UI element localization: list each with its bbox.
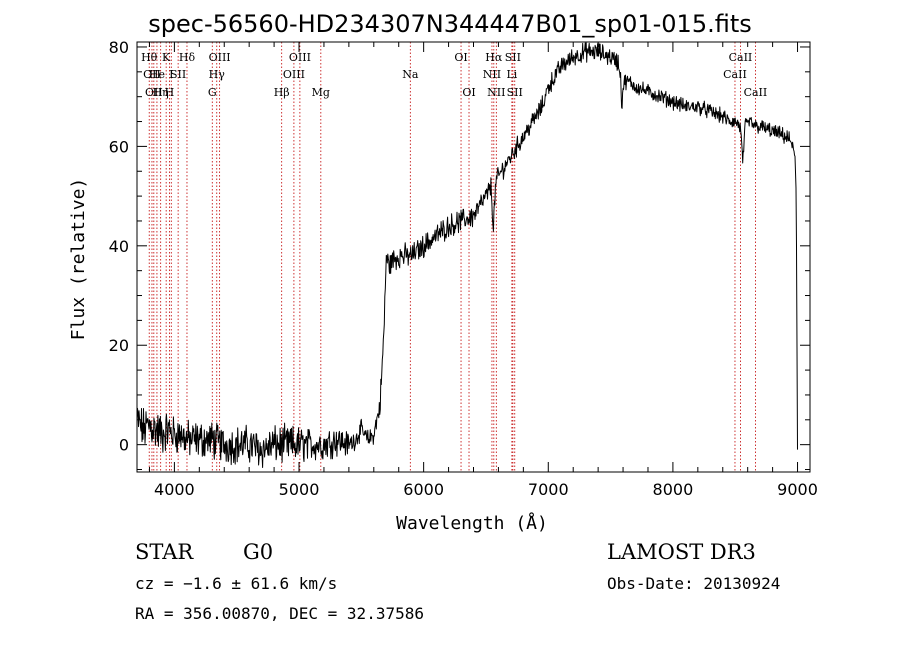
coordinates-readout: RA = 356.00870, DEC = 32.37586 (135, 604, 424, 623)
spectral-line-label: Mg (312, 86, 330, 99)
spectral-line-label: CaII (744, 86, 768, 99)
x-axis-label: Wavelength (Å) (396, 512, 548, 534)
spectral-line-label: I (169, 68, 173, 81)
y-tick-label: 0 (119, 436, 129, 455)
spectral-line-label: OII (145, 86, 163, 99)
spectral-line-label: OIII (209, 51, 231, 64)
spectral-line-label: Hδ (179, 51, 196, 64)
spectral-subclass: G0 (243, 540, 274, 564)
x-tick-label: 6000 (403, 480, 444, 499)
spectral-line-label: SII (505, 51, 521, 64)
spectral-line-label: CaII (723, 68, 747, 81)
x-tick-label: 4000 (154, 480, 195, 499)
x-tick-label: 9000 (777, 480, 818, 499)
survey-name: LAMOST DR3 (607, 540, 756, 564)
y-axis-label: Flux (relative) (68, 178, 89, 341)
spectral-line-label: OI (462, 86, 475, 99)
spectral-line-label: Hγ (209, 68, 226, 81)
x-tick-label: 5000 (279, 480, 320, 499)
x-tick-label: 8000 (653, 480, 694, 499)
spectral-line-label: K (162, 51, 171, 64)
y-tick-label: 60 (109, 137, 129, 156)
spectral-line-label: CaII (729, 51, 753, 64)
x-tick-label: 7000 (528, 480, 569, 499)
spectral-line-markers (148, 42, 756, 472)
spectral-line-label: G (208, 86, 217, 99)
spectral-line-label: OIII (289, 51, 311, 64)
spectral-line-label: Li (506, 68, 517, 81)
spectral-line-label: Hα (485, 51, 503, 64)
chart-title: spec-56560-HD234307N344447B01_sp01-015.f… (148, 10, 752, 38)
spectral-line-label: Hη (153, 86, 169, 99)
plot-axes (136, 41, 811, 473)
observation-date: Obs-Date: 20130924 (607, 574, 781, 593)
object-class: STAR (135, 540, 194, 564)
spectral-line-label: NII (483, 68, 501, 81)
y-tick-label: 80 (109, 38, 129, 57)
spectral-line-label: SII (507, 86, 523, 99)
spectral-line-label: Na (402, 68, 419, 81)
spectral-line-label: Hθ (141, 51, 158, 64)
spectral-line-label: H (165, 86, 175, 99)
spectral-line-labels: HθOIIOIIHeHηKHISIIHδGHγOIIIHβOIIIOIIIMgN… (141, 51, 767, 99)
spectral-line-label: Hβ (274, 86, 290, 99)
flux-series (136, 42, 798, 468)
tick-labels: 4000 5000 6000 7000 8000 9000 0 20 40 60 80 (109, 38, 818, 499)
spectral-line-label: OI (454, 51, 467, 64)
spectral-line-label: OII (143, 68, 161, 81)
flux-line (136, 42, 798, 468)
spectral-line-label: NII (487, 86, 505, 99)
spectral-line-label: He (149, 68, 165, 81)
spectral-line-label: SII (170, 68, 186, 81)
redshift-readout: cz = −1.6 ± 61.6 km/s (135, 574, 338, 593)
y-tick-label: 40 (109, 237, 129, 256)
y-tick-label: 20 (109, 336, 129, 355)
spectral-line-label: OIII (283, 68, 305, 81)
